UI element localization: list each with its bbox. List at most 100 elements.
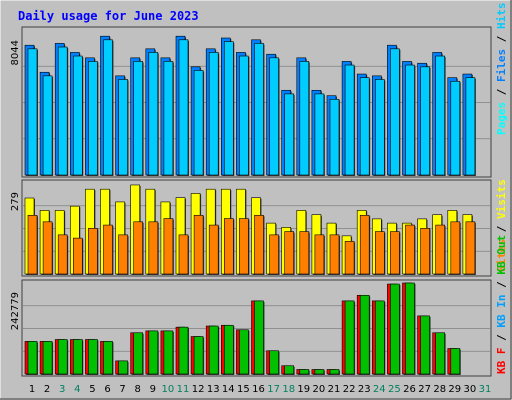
bar-sites-day-14 [224,218,234,275]
bar-kbout-day-22 [344,300,355,375]
x-tick-label-day-21: 21 [328,384,341,395]
bar-sites-day-18 [284,231,295,275]
bar-kbout-day-3 [57,339,68,375]
bar-files-day-17 [269,57,279,176]
x-tick-label-day-22: 22 [343,384,356,395]
bar-files-day-19 [299,61,310,176]
panel-kbytes [21,279,492,377]
bar-sites-day-25 [390,231,400,275]
bar-files-day-12 [193,70,204,176]
bar-kbout-day-1 [27,341,38,375]
bar-files-day-27 [420,66,430,176]
bar-files-day-10 [163,61,174,176]
bar-sites-day-12 [193,214,204,275]
x-tick-label-day-25: 25 [388,384,401,395]
x-tick-label-day-20: 20 [313,384,326,395]
bar-sites-day-7 [118,234,128,275]
bar-kbout-day-27 [420,315,430,375]
x-axis-labels: 1 2 3 4 5 6 7 8 9 10 11 12 13 14 15 16 17 18 19 20 21 22 23 24 2… [29,384,492,395]
bar-files-day-3 [57,46,68,176]
bar-files-day-23 [359,77,370,176]
bar-kbout-day-7 [118,360,128,375]
x-tick-label-day-18: 18 [282,384,295,395]
x-tick-label-day-13: 13 [207,384,220,395]
ymax-label-visits: 279 [10,192,21,211]
x-tick-label-day-2: 2 [44,384,50,395]
bar-kbout-day-28 [435,332,446,375]
side-label-kbin: KB In [495,295,508,328]
bar-files-day-8 [133,61,143,176]
x-tick-label-day-19: 19 [297,384,310,395]
x-tick-label-day-5: 5 [89,384,95,395]
bar-files-day-13 [208,52,219,176]
x-tick-label-day-27: 27 [418,384,431,395]
side-label-visits: Visits [495,179,508,219]
bar-kbout-day-13 [208,325,219,375]
bar-sites-day-17 [269,234,279,275]
x-tick-label-day-29: 29 [448,384,461,395]
bar-sites-day-15 [239,218,249,275]
x-tick-label-day-17: 17 [267,384,280,395]
bar-sites-day-6 [103,224,113,275]
bar-sites-day-23 [359,214,370,275]
bar-sites-day-28 [435,224,446,275]
x-tick-label-day-16: 16 [252,384,265,395]
bar-kbout-day-15 [239,329,249,375]
bar-kbout-day-6 [103,341,113,375]
bar-files-day-4 [73,55,83,176]
bar-files-day-22 [344,64,355,176]
x-tick-label-day-24: 24 [373,384,386,395]
bar-sites-day-13 [208,224,219,275]
bar-kbout-day-23 [359,294,370,375]
bar-sites-day-24 [374,231,385,275]
bar-kbout-day-8 [133,332,143,375]
x-tick-label-day-4: 4 [74,384,80,395]
bar-sites-day-10 [163,218,174,275]
panel-hits-files-pages [21,26,492,178]
bar-sites-day-27 [420,228,430,275]
side-label-pages: Pages [495,102,508,135]
bar-sites-day-11 [178,234,189,275]
x-tick-label-day-10: 10 [162,384,175,395]
bar-sites-day-30 [465,221,476,275]
bar-sites-day-21 [329,234,340,275]
bar-files-day-21 [329,98,340,176]
chart-marks [23,35,490,375]
bar-sites-day-26 [405,224,415,275]
bar-kbout-day-16 [254,300,264,375]
side-legend-hits: Pages / Files / Hits [495,3,508,136]
bar-sites-day-9 [148,221,159,275]
bar-kbout-day-18 [284,365,295,375]
side-legend-visits: Sites / Visits [495,179,508,272]
svg-text:KB F / KB In / KB Out: KB F / KB In / KB Out [495,235,508,374]
bar-files-day-11 [178,39,189,176]
bar-files-day-29 [450,80,461,176]
side-label-hits: Hits [495,3,508,30]
bar-kbout-day-2 [42,341,53,375]
side-label-sites: Sites [495,239,508,272]
bar-files-day-30 [465,77,476,176]
bar-sites-day-4 [73,237,83,275]
bar-files-day-7 [118,79,128,176]
bar-kbout-day-4 [73,339,83,375]
ymax-label-hits: 8044 [10,40,21,65]
x-tick-label-day-11: 11 [177,384,190,395]
side-label-files: Files [495,49,508,82]
bar-kbout-day-29 [450,348,461,375]
bar-sites-day-8 [133,221,143,275]
bar-files-day-16 [254,43,264,176]
bar-kbout-day-12 [193,336,204,375]
side-label-kbf: KB F [495,348,508,375]
bar-sites-day-22 [344,241,355,275]
bar-kbout-day-9 [148,330,159,375]
bar-kbout-day-11 [178,326,189,375]
bar-files-day-20 [314,93,325,176]
chart-title: Daily usage for June 2023 [18,9,199,23]
bar-kbout-day-19 [299,369,310,375]
bar-sites-day-29 [450,221,461,275]
x-tick-label-day-12: 12 [192,384,205,395]
bar-files-day-14 [224,41,234,176]
bar-kbout-day-14 [224,324,234,375]
bar-kbout-day-10 [163,330,174,375]
